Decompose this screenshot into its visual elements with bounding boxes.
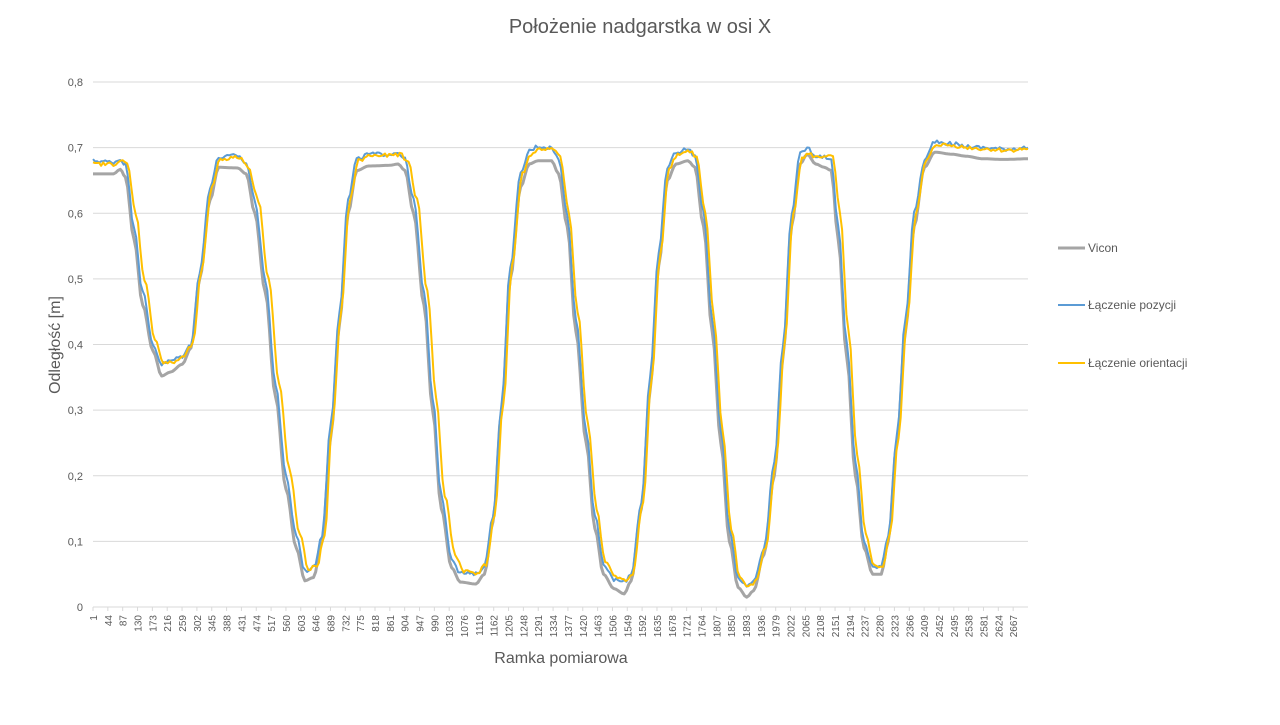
x-tick-label: 216 <box>163 615 174 632</box>
x-tick-label: 947 <box>416 615 427 632</box>
x-tick-label: 818 <box>371 615 382 632</box>
x-tick-label: 2581 <box>979 615 990 638</box>
x-tick-label: 2022 <box>787 615 798 638</box>
x-tick-label: 1979 <box>772 615 783 638</box>
chart-title: Położenie nadgarstka w osi X <box>509 16 771 38</box>
y-tick-label: 0,4 <box>68 340 83 352</box>
x-tick-label: 1334 <box>549 615 560 638</box>
y-axis-label: Odległość [m] <box>47 296 64 394</box>
legend-label: Łączenie orientacji <box>1088 356 1187 370</box>
x-tick-label: 2237 <box>861 615 872 638</box>
x-tick-label: 732 <box>341 615 352 632</box>
x-tick-label: 87 <box>119 615 130 627</box>
series-line-3 <box>92 142 1029 588</box>
y-tick-label: 0,8 <box>68 77 83 89</box>
x-tick-label: 603 <box>297 615 308 632</box>
x-tick-label: 1506 <box>608 615 619 638</box>
x-tick-label: 646 <box>312 615 323 632</box>
legend-label: Łączenie pozycji <box>1088 298 1176 312</box>
x-tick-label: 2366 <box>905 615 916 638</box>
y-tick-label: 0,5 <box>68 274 83 286</box>
x-tick-label: 1076 <box>460 615 471 638</box>
x-tick-label: 1592 <box>638 615 649 638</box>
x-tick-label: 861 <box>386 615 397 632</box>
x-tick-label: 1463 <box>594 615 605 638</box>
legend-label: Vicon <box>1088 241 1118 255</box>
x-tick-label: 1936 <box>757 615 768 638</box>
gridlines <box>93 81 1028 542</box>
x-tick-label: 1377 <box>564 615 575 638</box>
x-tick-label: 2108 <box>816 615 827 638</box>
x-tick-label: 2151 <box>831 615 842 638</box>
x-tick-label: 1850 <box>727 615 738 638</box>
x-tick-label: 345 <box>208 615 219 632</box>
x-tick-label: 2624 <box>994 615 1005 638</box>
x-tick-label: 302 <box>193 615 204 632</box>
y-tick-label: 0,2 <box>68 471 83 483</box>
x-tick-label: 1420 <box>579 615 590 638</box>
x-tick-label: 2065 <box>801 615 812 638</box>
x-tick-label: 2194 <box>846 615 857 638</box>
series-group <box>92 139 1029 599</box>
x-tick-label: 1291 <box>534 615 545 638</box>
x-tick-label: 1893 <box>742 615 753 638</box>
x-tick-label: 517 <box>267 615 278 632</box>
x-tick-label: 775 <box>356 615 367 632</box>
x-tick-label: 1807 <box>712 615 723 638</box>
x-tick-label: 560 <box>282 615 293 632</box>
x-tick-label: 1764 <box>697 615 708 638</box>
x-tick-label: 1248 <box>519 615 530 638</box>
x-tick-label: 2495 <box>950 615 961 638</box>
x-tick-label: 474 <box>252 615 263 632</box>
x-tick-label: 1635 <box>653 615 664 638</box>
y-tick-label: 0,3 <box>68 405 83 417</box>
x-tick-label: 44 <box>104 615 115 627</box>
x-tick-label: 173 <box>148 615 159 632</box>
x-tick-label: 2280 <box>876 615 887 638</box>
x-tick-label: 2409 <box>920 615 931 638</box>
x-tick-label: 1119 <box>475 615 486 636</box>
y-tick-label: 0 <box>77 602 83 614</box>
x-tick-label: 1721 <box>683 615 694 638</box>
x-tick-label: 2667 <box>1009 615 1020 638</box>
x-tick-label: 130 <box>134 615 145 632</box>
x-tick-label: 1033 <box>445 615 456 638</box>
x-axis-label: Ramka pomiarowa <box>494 650 627 667</box>
y-tick-label: 0,6 <box>68 208 83 220</box>
x-tick-label: 2323 <box>890 615 901 638</box>
x-tick-label: 431 <box>237 615 248 632</box>
x-tick-label: 259 <box>178 615 189 632</box>
y-tick-label: 0,1 <box>68 536 83 548</box>
x-tick-label: 689 <box>326 615 337 632</box>
x-tick-label: 388 <box>223 615 234 632</box>
x-tick-label: 2538 <box>965 615 976 638</box>
x-tick-label: 1678 <box>668 615 679 638</box>
legend: Vicon Łączenie pozycji Łączenie orientacji <box>1058 241 1187 370</box>
y-axis-ticks: 0 0,1 0,2 0,3 0,4 0,5 0,6 0,7 0,8 <box>68 77 83 614</box>
y-tick-label: 0,7 <box>68 143 83 155</box>
x-tick-label: 1549 <box>623 615 634 638</box>
x-tick-label: 1162 <box>490 615 501 637</box>
x-axis-ticks: 1 44 87 130 173 216 259 302 345 388 431 474 517 560 60… <box>89 607 1020 637</box>
x-tick-label: 990 <box>430 615 441 632</box>
x-tick-label: 2452 <box>935 615 946 638</box>
series-line-1 <box>93 150 1028 599</box>
x-tick-label: 904 <box>401 615 412 632</box>
x-tick-label: 1205 <box>505 615 516 638</box>
x-tick-label: 1 <box>89 615 100 621</box>
